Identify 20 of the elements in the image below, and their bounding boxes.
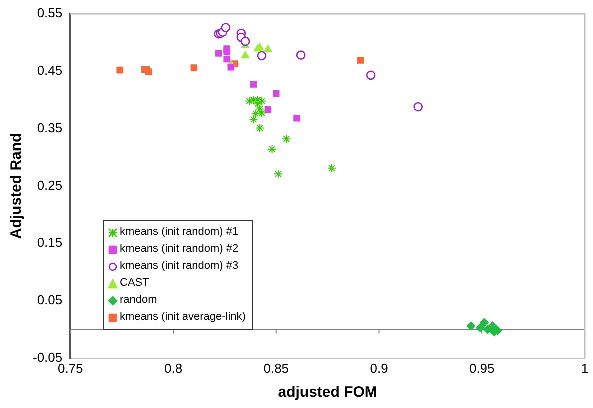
y-tick-label: 0.05: [37, 292, 63, 308]
y-tick-label: -0.05: [32, 350, 63, 365]
y-tick-label: 0.45: [37, 62, 63, 78]
x-axis-title: adjusted FOM: [278, 384, 378, 402]
legend-label: kmeans (init average-link): [120, 310, 246, 325]
x-tick-label: 0.9: [370, 360, 388, 376]
x-tick-label: 0.85: [264, 360, 290, 376]
x-tick-label: 0.8: [164, 360, 183, 376]
x-tick-label: 1: [581, 360, 589, 376]
legend-label: random: [120, 293, 158, 308]
y-tick-label: 0.25: [37, 178, 63, 193]
x-tick-label: 0.95: [469, 360, 495, 376]
legend-label: CAST: [120, 276, 150, 291]
legend-label: kmeans (init random) #2: [120, 242, 239, 257]
legend-label: kmeans (init random) #3: [120, 259, 239, 274]
y-tick-label: 0.55: [37, 6, 63, 21]
y-axis-title: Adjusted Rand: [8, 133, 26, 240]
legend-label: kmeans (init random) #1: [120, 225, 239, 240]
y-tick-label: 0.35: [37, 120, 63, 136]
y-tick-label: 0.15: [37, 235, 63, 250]
